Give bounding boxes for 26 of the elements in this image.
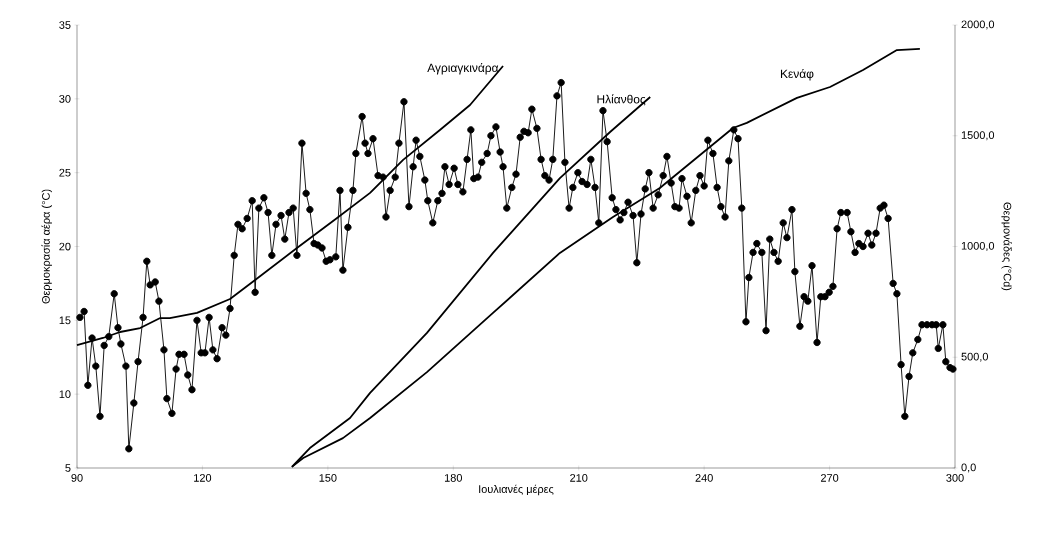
y-tick-label: 10 (59, 390, 71, 399)
x-axis-title: Ιουλιανές μέρες (479, 484, 554, 496)
y-tick-label: 35 (59, 21, 71, 29)
y-tick-label: 25 (59, 168, 71, 177)
series-label: Αγριαγκινάρα (427, 62, 499, 75)
y2-tick-label: 1000,0 (961, 241, 995, 252)
y-tick-label: 30 (59, 94, 71, 103)
x-tick-label: 120 (194, 474, 212, 482)
y-tick-label: 15 (59, 316, 71, 325)
y2-tick-label: 0,0 (961, 463, 976, 473)
x-tick-label: 90 (71, 474, 83, 482)
series-label: Ηλίανθος (597, 94, 646, 106)
x-tick-label: 300 (946, 474, 964, 482)
x-tick-label: 270 (820, 474, 839, 482)
y2-tick-label: 500,0 (961, 352, 988, 362)
series-label: Κενάφ (780, 68, 814, 81)
y-axis-title: Θερμοκρασία αέρα (°C) (41, 189, 52, 304)
y2-tick-label: 1500,0 (961, 131, 995, 141)
y-tick-label: 5 (65, 464, 71, 472)
x-tick-label: 150 (319, 474, 337, 482)
x-tick-label: 240 (695, 474, 713, 482)
y-tick-label: 20 (59, 242, 71, 251)
x-tick-label: 210 (570, 474, 588, 482)
y2-axis-title: Θερμονάδες (°Cd) (1001, 202, 1012, 291)
x-tick-label: 180 (444, 474, 462, 482)
y2-tick-label: 2000,0 (961, 20, 995, 30)
